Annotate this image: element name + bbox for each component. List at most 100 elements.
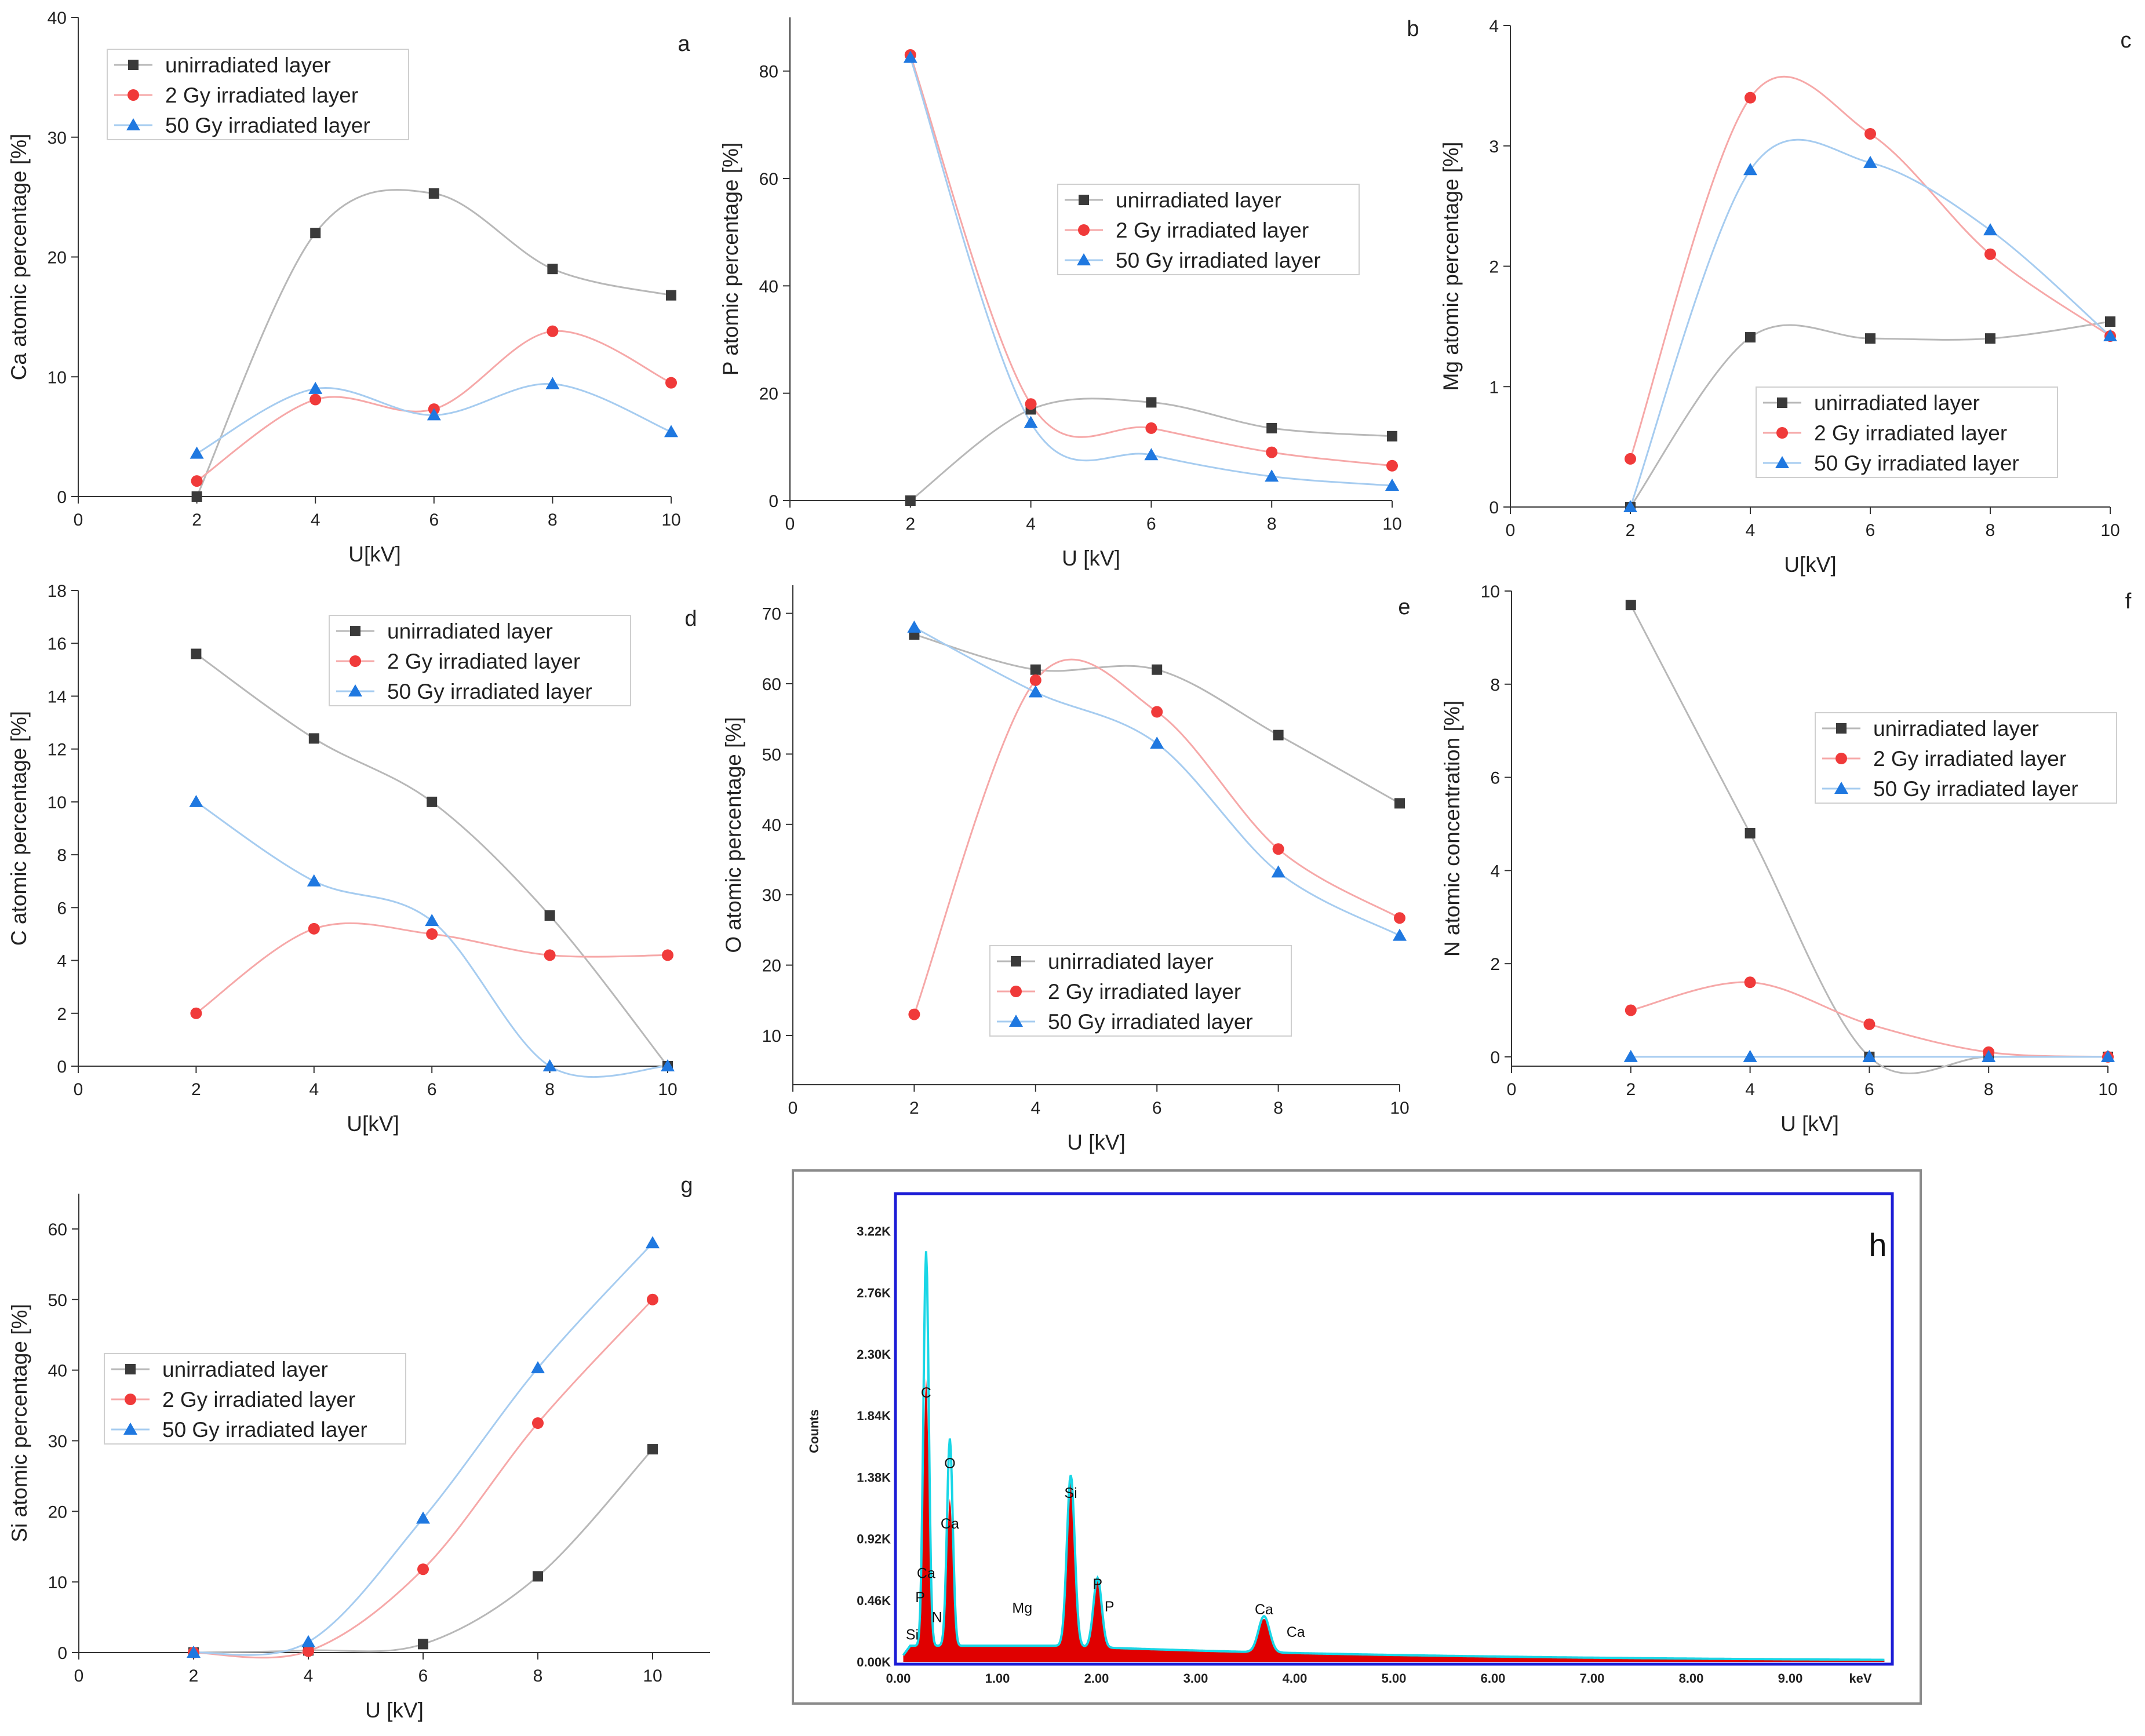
data-point-square <box>428 188 439 199</box>
x-tick-label: 4 <box>304 1666 314 1686</box>
y-tick-label: 8 <box>1490 676 1500 695</box>
x-tick-label: 10 <box>1382 515 1401 534</box>
legend-label: 2 Gy irradiated layer <box>162 1388 355 1412</box>
eds-peak-label: N <box>932 1610 942 1626</box>
y-tick-label: 40 <box>48 1362 67 1381</box>
series-line-3 <box>193 1242 654 1656</box>
data-point-square <box>1865 333 1875 344</box>
data-point-triangle <box>661 1059 675 1071</box>
y-tick-label: 0 <box>57 1057 67 1077</box>
x-tick-label: 0 <box>74 1666 84 1686</box>
legend-label: 2 Gy irradiated layer <box>1048 980 1241 1004</box>
data-point-square <box>1387 431 1397 442</box>
legend: unirradiated layer 2 Gy irradiated layer 5… <box>989 945 1292 1037</box>
x-axis-label: U[kV] <box>347 1112 399 1136</box>
y-tick-label: 6 <box>57 899 67 918</box>
x-tick-label: 4 <box>1026 515 1036 534</box>
eds-y-tick-label: 3.22K <box>857 1224 891 1239</box>
y-tick-label: 4 <box>57 952 67 971</box>
x-tick-label: 8 <box>533 1666 543 1686</box>
legend-label: unirradiated layer <box>1814 391 1980 415</box>
x-axis-label: U[kV] <box>1784 553 1836 577</box>
eds-y-tick-label: 0.92K <box>857 1532 891 1547</box>
legend-label: 2 Gy irradiated layer <box>165 83 358 107</box>
eds-y-tick-label: 1.38K <box>857 1470 891 1485</box>
legend-label: 50 Gy irradiated layer <box>387 680 592 703</box>
x-tick-label: 10 <box>1390 1099 1409 1118</box>
y-tick-label: 60 <box>759 170 778 189</box>
x-tick-label: 10 <box>661 510 680 530</box>
legend-marker-square <box>1836 723 1847 734</box>
data-point-circle <box>544 949 556 961</box>
data-point-triangle <box>190 446 204 459</box>
eds-x-tick-label: 6.00 <box>1481 1671 1506 1686</box>
y-tick-label: 1 <box>1489 378 1499 397</box>
legend-label: 50 Gy irradiated layer <box>1873 777 2078 801</box>
x-tick-label: 4 <box>1746 521 1756 540</box>
eds-x-tick-label: 3.00 <box>1183 1671 1208 1686</box>
data-point-triangle <box>1623 500 1637 512</box>
panel-letter: c <box>2121 28 2132 53</box>
data-point-triangle <box>664 425 678 437</box>
x-tick-label: 2 <box>192 510 202 530</box>
legend-marker-square <box>350 626 360 636</box>
x-tick-label: 0 <box>1507 1080 1517 1099</box>
eds-peak-label: Ca <box>917 1565 935 1581</box>
x-axis-label: U [kV] <box>1780 1112 1839 1136</box>
x-tick-label: 0 <box>788 1099 798 1118</box>
eds-peak-label: Si <box>906 1627 919 1643</box>
legend-label: unirradiated layer <box>1116 188 1281 212</box>
y-tick-label: 30 <box>48 129 67 148</box>
y-tick-label: 50 <box>48 1291 67 1310</box>
x-tick-label: 6 <box>427 1080 437 1099</box>
series-line-2 <box>909 54 1393 467</box>
y-tick-label: 70 <box>762 605 781 624</box>
x-axis-label: U [kV] <box>1067 1130 1126 1154</box>
y-tick-label: 30 <box>762 886 781 905</box>
series-line-1 <box>195 653 669 1067</box>
y-tick-label: 20 <box>759 385 778 404</box>
eds-peak-label: O <box>944 1456 955 1472</box>
x-tick-label: 10 <box>2100 521 2119 540</box>
data-point-square <box>547 264 558 275</box>
legend-marker-circle <box>1776 427 1788 439</box>
data-point-circle <box>309 393 322 406</box>
y-tick-label: 40 <box>762 816 781 835</box>
data-point-circle <box>426 928 438 940</box>
x-axis-label: U [kV] <box>1062 546 1120 570</box>
x-tick-label: 0 <box>74 510 83 530</box>
y-tick-label: 0 <box>57 1644 67 1663</box>
legend-marker-triangle <box>1775 456 1789 468</box>
data-point-square <box>308 733 319 744</box>
y-tick-label: 4 <box>1489 17 1499 36</box>
eds-peak-label: Mg <box>1012 1600 1032 1617</box>
y-tick-label: 0 <box>769 492 778 511</box>
data-point-triangle <box>1150 736 1164 749</box>
eds-x-tick-label: 4.00 <box>1283 1671 1308 1686</box>
legend-marker-triangle <box>1077 253 1091 265</box>
data-point-square <box>1146 397 1157 408</box>
eds-plot-area <box>894 1192 1894 1666</box>
x-tick-label: 8 <box>548 510 558 530</box>
x-tick-label: 6 <box>1864 1080 1874 1099</box>
legend-label: 50 Gy irradiated layer <box>165 114 370 137</box>
legend-marker-square <box>128 60 139 70</box>
data-point-triangle <box>1863 155 1877 168</box>
data-point-triangle <box>425 914 439 927</box>
x-tick-label: 8 <box>1267 515 1277 534</box>
data-point-circle <box>1625 1004 1637 1016</box>
eds-peak-label: C <box>921 1385 931 1401</box>
data-point-triangle <box>903 50 917 63</box>
legend-marker-triangle <box>126 118 140 130</box>
data-point-square <box>1266 422 1277 433</box>
y-tick-label: 10 <box>48 368 67 387</box>
data-point-circle <box>1025 398 1037 410</box>
legend-marker-triangle <box>1009 1015 1023 1027</box>
panel-f: 0 2 4 6 8 10 0 2 4 6 8 10 U [kV] N atomic concentrati… <box>1440 582 2132 1136</box>
data-point-square <box>666 290 676 301</box>
eds-x-tick-label: 2.00 <box>1084 1671 1109 1686</box>
eds-x-tick-label: 7.00 <box>1580 1671 1605 1686</box>
data-point-triangle <box>1862 1049 1877 1062</box>
y-tick-label: 20 <box>762 957 781 976</box>
